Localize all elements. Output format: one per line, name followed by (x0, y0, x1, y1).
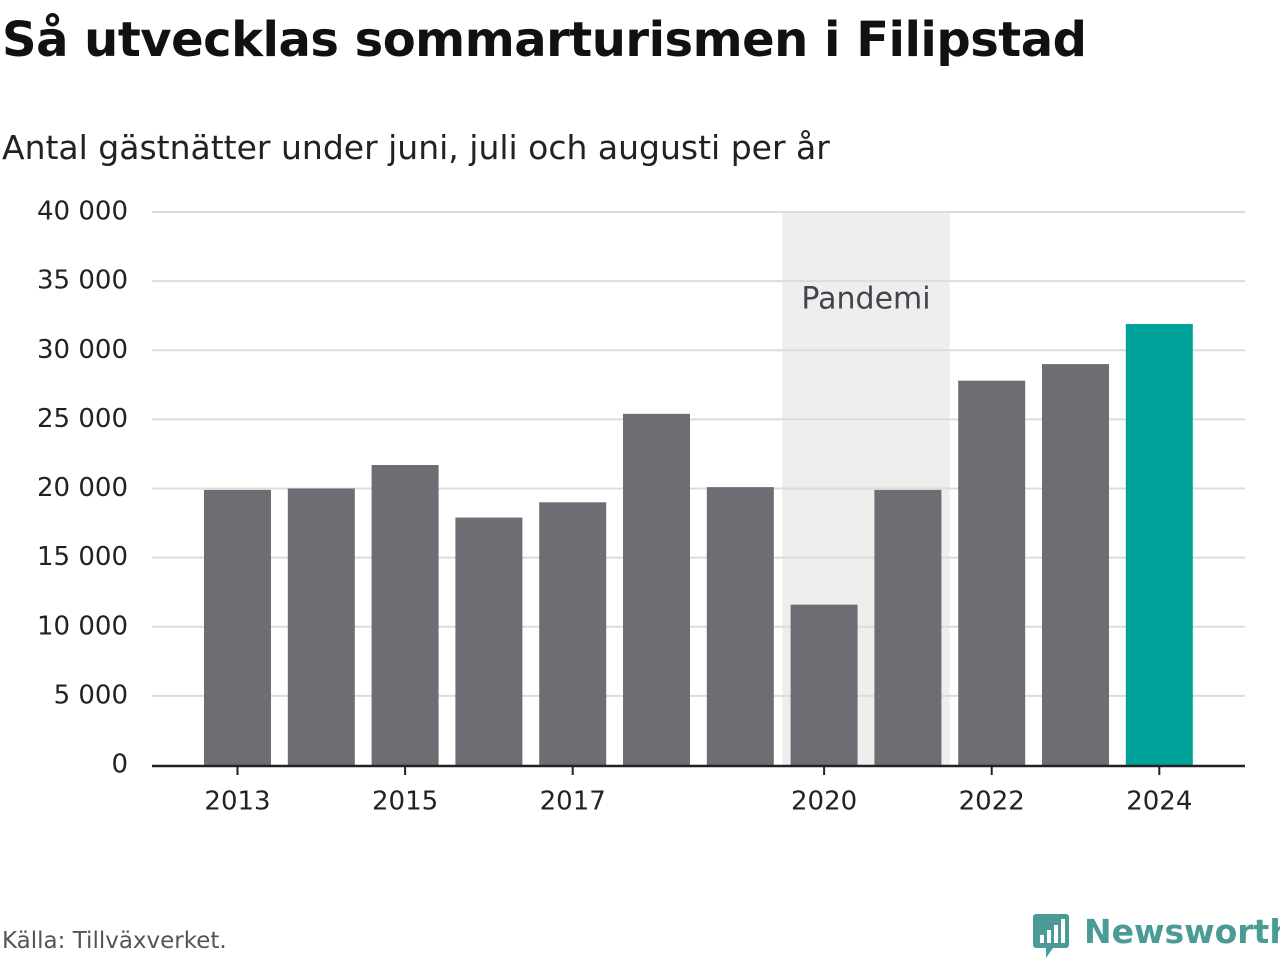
x-tick-label: 2017 (540, 787, 606, 817)
source-note: Källa: Tillväxverket. (2, 928, 227, 954)
x-tick-label: 2024 (1126, 787, 1192, 817)
y-tick-label: 35 000 (37, 266, 128, 296)
x-tick-label: 2020 (791, 787, 857, 817)
newsworthy-logo-icon (1033, 914, 1069, 958)
x-tick-label: 2015 (372, 787, 438, 817)
y-tick-label: 15 000 (37, 542, 128, 572)
x-tick-label: 2022 (959, 787, 1025, 817)
y-tick-label: 40 000 (37, 197, 128, 227)
axis-layer: 0 5 000 10 000 15 000 20 000 25 000 30 000 35 0… (37, 197, 1245, 817)
brand-logo[interactable]: Newsworthy (1030, 910, 1280, 958)
bar (371, 464, 439, 765)
bar (874, 489, 942, 765)
annotation-label: Pandemi (801, 282, 930, 317)
y-tick-label: 30 000 (37, 335, 128, 365)
brand-name: Newsworthy (1084, 912, 1280, 951)
chart-subtitle: Antal gästnätter under juni, juli och au… (2, 128, 830, 167)
bar (958, 380, 1026, 765)
bar (790, 604, 858, 765)
x-tick-label: 2013 (204, 787, 270, 817)
bar (204, 489, 271, 765)
y-tick-label: 5 000 (54, 680, 128, 710)
bar (1042, 364, 1109, 765)
y-tick-label: 0 (111, 750, 128, 780)
bar (623, 413, 690, 765)
bars-layer (204, 323, 1193, 765)
y-tick-label: 10 000 (37, 611, 128, 641)
y-tick-label: 20 000 (37, 473, 128, 503)
bar (455, 517, 523, 765)
bar (1125, 323, 1193, 765)
chart-title: Så utvecklas sommarturismen i Filipstad (2, 12, 1087, 68)
y-tick-label: 25 000 (37, 404, 128, 434)
bar (706, 487, 774, 765)
bar (539, 502, 607, 765)
bar (287, 488, 355, 765)
